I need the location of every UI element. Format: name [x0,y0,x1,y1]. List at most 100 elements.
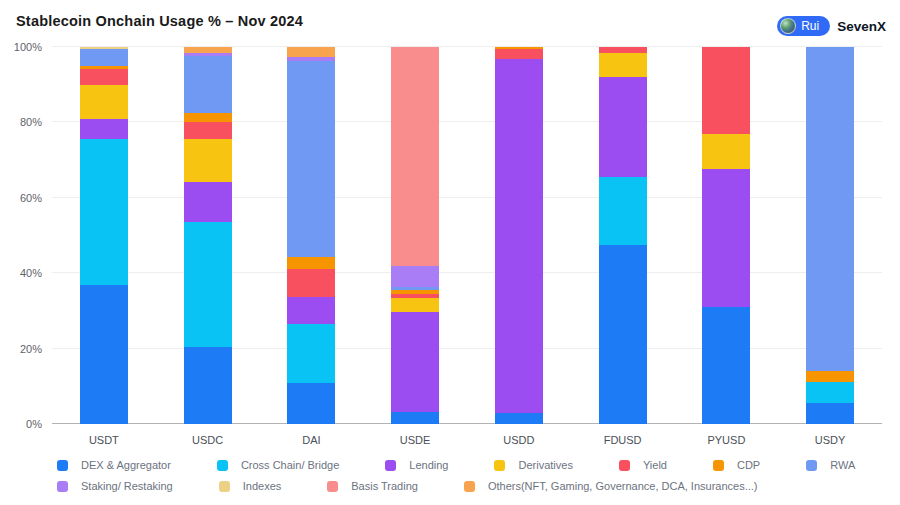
chart-title: Stablecoin Onchain Usage % – Nov 2024 [16,13,303,29]
bar-segment[interactable] [495,413,543,424]
bar-segment[interactable] [184,113,232,122]
bar-segment[interactable] [599,53,647,78]
gridline [52,46,882,47]
legend-item[interactable]: Indexes [219,480,282,492]
legend-swatch-icon [806,460,817,471]
y-axis-tick: 20% [20,343,42,355]
legend-item[interactable]: Staking/ Restaking [57,480,173,492]
legend-item[interactable]: CDP [713,459,760,471]
bar-segment[interactable] [184,347,232,424]
bar-segment[interactable] [702,134,750,169]
gridline [52,197,882,198]
bar-segment[interactable] [80,85,128,119]
legend-label: Lending [409,459,448,471]
y-axis-tick: 60% [20,192,42,204]
bar-segment[interactable] [806,371,854,382]
x-axis-label: USDC [192,434,223,446]
legend-item[interactable]: Derivatives [494,459,572,471]
bar-segment[interactable] [80,69,128,86]
legend-label: Others(NFT, Gaming, Governance, DCA, Ins… [488,480,758,492]
legend-item[interactable]: Yield [619,459,667,471]
legend-label: DEX & Aggregator [81,459,171,471]
bar-segment[interactable] [702,47,750,134]
bar-segment[interactable] [391,312,439,411]
rui-badge[interactable]: Rui [777,16,830,36]
bar-segment[interactable] [184,182,232,222]
legend-item[interactable]: RWA [806,459,855,471]
bar-segment[interactable] [391,298,439,312]
bar-segment[interactable] [287,324,335,384]
bar-segment[interactable] [80,139,128,285]
legend-label: RWA [830,459,855,471]
y-axis-tick: 100% [14,41,42,53]
bar-segment[interactable] [806,47,854,371]
legend-item[interactable]: Others(NFT, Gaming, Governance, DCA, Ins… [464,480,758,492]
legend-label: Staking/ Restaking [81,480,173,492]
bar-segment[interactable] [80,49,128,66]
bar-pyusd[interactable] [702,47,750,424]
bar-dai[interactable] [287,47,335,424]
bar-segment[interactable] [287,47,335,57]
legend-label: Indexes [243,480,282,492]
legend-swatch-icon [57,481,68,492]
x-axis-label: DAI [302,434,320,446]
bar-usde[interactable] [391,47,439,424]
bar-segment[interactable] [184,56,232,114]
bar-segment[interactable] [287,383,335,424]
legend-label: Yield [643,459,667,471]
legend-item[interactable]: Cross Chain/ Bridge [217,459,339,471]
bar-segment[interactable] [287,257,335,269]
legend-swatch-icon [713,460,724,471]
bar-segment[interactable] [184,222,232,348]
legend-label: Cross Chain/ Bridge [241,459,339,471]
legend-swatch-icon [57,460,68,471]
bar-segment[interactable] [287,61,335,257]
bar-usdc[interactable] [184,47,232,424]
x-axis-label: FDUSD [604,434,642,446]
bar-usdt[interactable] [80,47,128,424]
bar-segment[interactable] [391,266,439,287]
legend-swatch-icon [494,460,505,471]
gridline [52,423,882,424]
bar-segment[interactable] [391,47,439,266]
legend-row: DEX & Aggregator Cross Chain/ Bridge Lendi… [57,459,887,471]
y-axis-tick: 80% [20,116,42,128]
legend-swatch-icon [464,481,475,492]
bar-segment[interactable] [184,122,232,139]
bar-segment[interactable] [287,269,335,297]
bar-segment[interactable] [599,77,647,177]
legend-swatch-icon [619,460,630,471]
legend-label: Basis Trading [351,480,418,492]
bar-segment[interactable] [599,245,647,424]
bar-segment[interactable] [495,49,543,58]
legend-item[interactable]: Basis Trading [327,480,418,492]
legend-swatch-icon [217,460,228,471]
bar-segment[interactable] [702,307,750,424]
y-axis-tick: 40% [20,267,42,279]
bar-segment[interactable] [391,412,439,424]
bar-segment[interactable] [184,139,232,182]
x-axis-label: USDY [815,434,846,446]
gridline [52,121,882,122]
x-axis-label: USDE [400,434,431,446]
bar-segment[interactable] [806,382,854,403]
bar-segment[interactable] [599,177,647,245]
legend-swatch-icon [219,481,230,492]
bar-fdusd[interactable] [599,47,647,424]
bar-segment[interactable] [495,59,543,414]
bar-segment[interactable] [80,119,128,138]
plot-area [52,47,882,424]
rui-avatar-icon [780,18,796,34]
x-axis: USDTUSDCDAIUSDEUSDDFDUSDPYUSDUSDY [52,434,882,450]
bar-segment[interactable] [806,403,854,424]
legend-swatch-icon [385,460,396,471]
gridline [52,272,882,273]
x-axis-label: PYUSD [707,434,745,446]
bar-usdd[interactable] [495,47,543,424]
bar-segment[interactable] [80,285,128,424]
bar-segment[interactable] [287,297,335,323]
legend-item[interactable]: Lending [385,459,448,471]
bar-segment[interactable] [702,169,750,307]
bar-usdy[interactable] [806,47,854,424]
legend-item[interactable]: DEX & Aggregator [57,459,171,471]
